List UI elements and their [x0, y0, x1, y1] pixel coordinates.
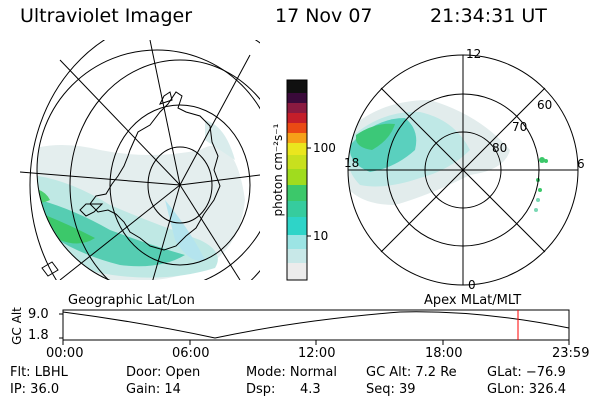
status-glon: GLon: 326.4 [487, 382, 567, 397]
status-mode: Mode: Normal [246, 365, 337, 380]
mlt-label-18: 18 [344, 156, 360, 170]
altitude-xtick-2: 12:00 [298, 346, 336, 361]
altitude-ytick-low: 1.8 [28, 328, 49, 343]
altitude-curve [62, 311, 570, 339]
mlt-label-6: 6 [577, 157, 585, 171]
status-gc-alt: GC Alt: 7.2 Re [366, 365, 457, 380]
right-aurora-image [348, 100, 548, 212]
altitude-xtick-3: 18:00 [425, 346, 463, 361]
mlat-label-70: 70 [512, 120, 528, 134]
mlat-label-80: 80 [492, 141, 508, 155]
status-dsp-label: Dsp: [246, 382, 276, 397]
altitude-ylabel: GC Alt [10, 307, 24, 345]
instrument-title: Ultraviolet Imager [20, 5, 193, 27]
left-latitude-grid [29, 40, 260, 280]
colorbar-tick-100: 100 [313, 141, 336, 155]
apex-caption: Apex MLat/MLT [424, 293, 522, 308]
time-label: 21:34:31 UT [430, 5, 547, 27]
mlt-spokes [348, 55, 578, 285]
colorbar-unit-label: photon cm⁻²s⁻¹ [271, 123, 285, 217]
antarctica-coastline [89, 91, 221, 251]
status-seq: Seq: 39 [366, 382, 416, 397]
status-ip: IP: 36.0 [10, 382, 60, 397]
altitude-ytick-high: 9.0 [28, 307, 49, 322]
colorbar-tick-10: 10 [313, 229, 329, 243]
geographic-caption: Geographic Lat/Lon [68, 293, 195, 308]
altitude-ticks [59, 313, 570, 345]
status-gain: Gain: 14 [126, 382, 181, 397]
left-meridians [20, 40, 260, 280]
altitude-xtick-0: 00:00 [46, 346, 84, 361]
status-filter: Flt: LBHL [10, 365, 68, 380]
mlt-label-0: 0 [468, 278, 476, 292]
status-glat: GLat: −76.9 [487, 365, 566, 380]
date-label: 17 Nov 07 [275, 5, 373, 27]
mlat-label-60: 60 [537, 98, 553, 112]
altitude-plot [59, 309, 570, 345]
mlt-label-12: 12 [466, 47, 482, 61]
altitude-xtick-1: 06:00 [172, 346, 210, 361]
altitude-xtick-4: 23:59 [552, 346, 590, 361]
geographic-map [20, 40, 260, 280]
status-dsp-value: 4.3 [300, 382, 321, 397]
colorbar [286, 79, 311, 281]
magnetic-dial [347, 54, 579, 286]
status-door: Door: Open [126, 365, 201, 380]
left-aurora-image [37, 120, 245, 280]
